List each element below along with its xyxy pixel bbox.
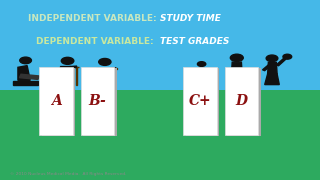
Text: DEPENDENT VARIABLE:: DEPENDENT VARIABLE: [36,37,160,46]
Polygon shape [13,81,38,85]
Polygon shape [265,74,279,85]
Bar [186,68,220,136]
Polygon shape [200,82,205,86]
Bar [114,69,115,85]
Circle shape [197,62,206,66]
Text: © 2010 Nucleus Medical Media.  All Rights Reserved.: © 2010 Nucleus Medical Media. All Rights… [10,172,126,176]
Polygon shape [237,74,243,85]
Bar [60,76,61,85]
Bar [98,77,100,85]
Polygon shape [268,62,277,74]
Polygon shape [60,67,71,75]
Polygon shape [62,66,77,68]
Circle shape [99,58,111,65]
Bar [39,67,73,135]
Polygon shape [276,58,286,66]
Bar [96,68,117,69]
Text: D: D [236,94,248,108]
Bar [76,68,77,85]
Bar [59,67,79,68]
Bar [0,90,320,180]
Circle shape [283,54,292,59]
Circle shape [266,55,278,62]
Bar [83,68,117,136]
Circle shape [20,57,31,64]
Bar [69,76,70,85]
Text: TEST GRADES: TEST GRADES [160,37,229,46]
Bar [81,67,115,135]
Polygon shape [228,69,233,78]
Bar [42,68,76,136]
Bar [228,68,261,136]
Text: A: A [51,94,61,108]
Text: B-: B- [89,94,107,108]
Polygon shape [202,76,207,79]
Bar [107,77,108,85]
Polygon shape [199,68,205,76]
Bar [58,75,71,76]
Polygon shape [99,69,110,76]
Text: INDEPENDENT VARIABLE:: INDEPENDENT VARIABLE: [28,14,160,23]
Bar [183,67,217,135]
Polygon shape [231,62,242,74]
Text: C+: C+ [189,94,211,108]
Polygon shape [101,68,116,71]
Circle shape [61,57,74,64]
Polygon shape [262,65,270,71]
Polygon shape [241,69,245,78]
Bar [225,67,259,135]
Polygon shape [20,74,39,79]
Polygon shape [18,66,30,80]
Polygon shape [231,74,237,85]
Bar [0,0,320,90]
Polygon shape [200,71,208,75]
Circle shape [230,54,243,61]
Text: STUDY TIME: STUDY TIME [160,14,221,23]
